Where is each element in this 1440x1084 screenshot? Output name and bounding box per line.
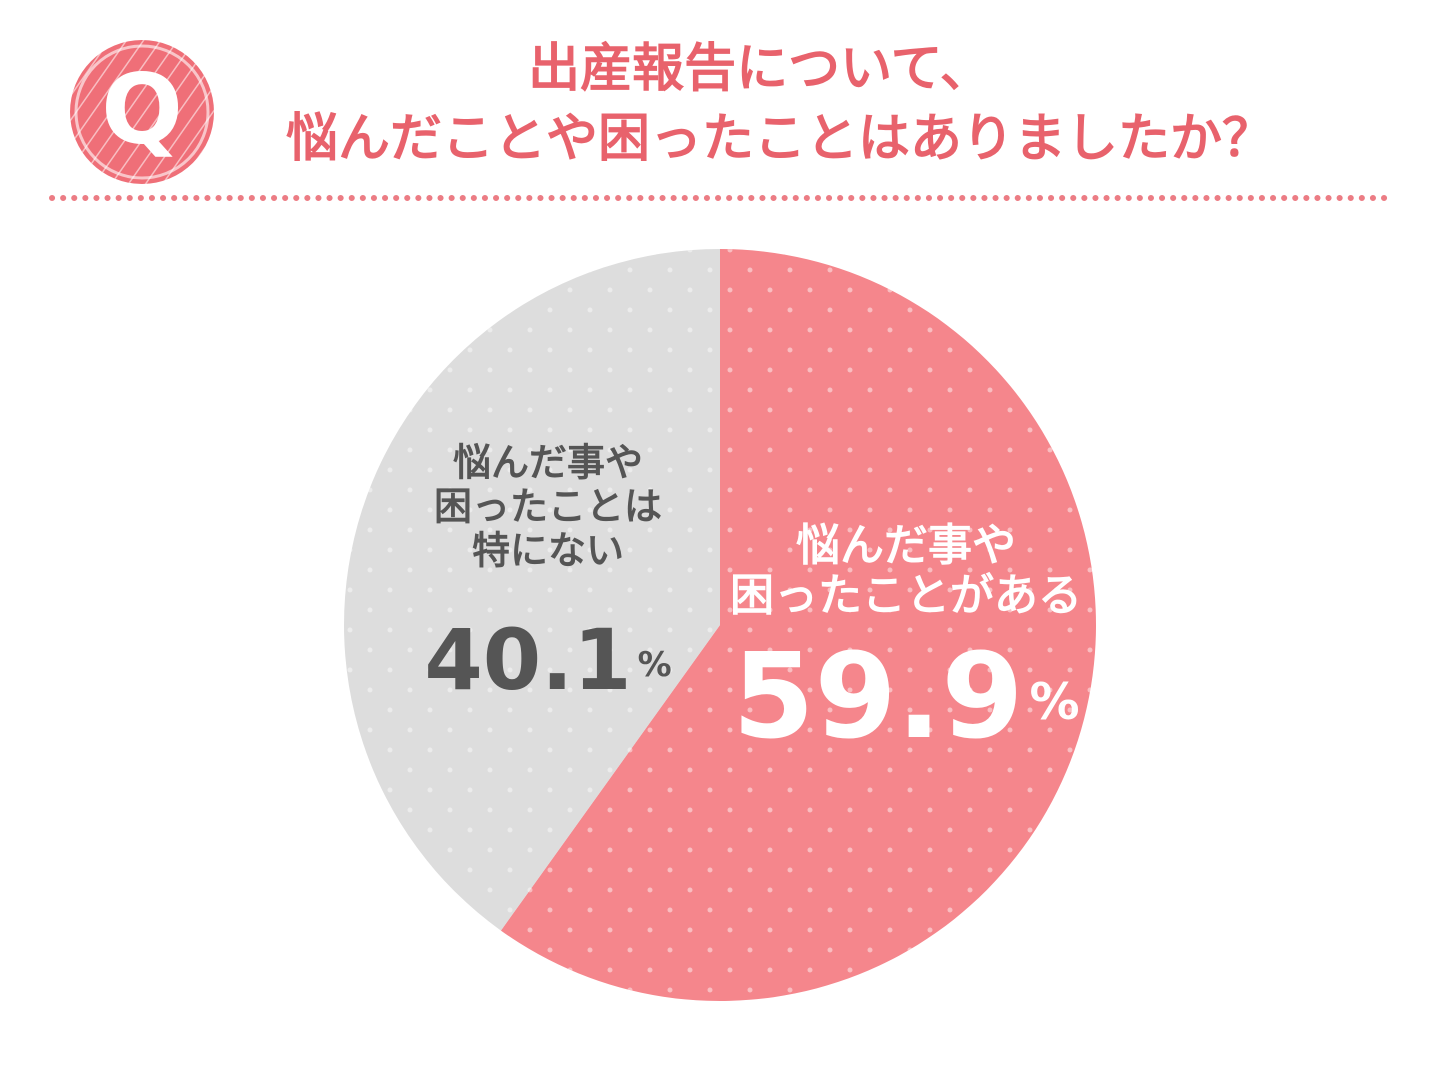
slice-label: 特にない <box>472 529 624 573</box>
q-ring <box>74 44 210 180</box>
slice-label: 悩んだ事や <box>796 520 1016 571</box>
value-unit: % <box>638 645 672 685</box>
title-line: 出産報告について、 <box>528 39 992 99</box>
pie <box>344 249 1096 1001</box>
slice-label: 困ったことは <box>434 485 662 529</box>
value-number: 40.1 <box>424 611 631 709</box>
q-icon: Q <box>70 40 214 184</box>
title-line: 悩んだことや困ったことはありましたか？ <box>286 109 1274 169</box>
slice-label: 悩んだ事や <box>453 441 643 485</box>
value-unit: % <box>1030 673 1080 731</box>
dot-texture <box>344 249 1096 1001</box>
q-letter: Q <box>101 53 183 165</box>
q-hatch <box>70 40 214 184</box>
value-label: 40.1% <box>424 611 671 709</box>
slice-label: 困ったことがある <box>730 570 1082 621</box>
value-number: 59.9 <box>732 627 1023 765</box>
value-label: 59.9% <box>732 627 1079 765</box>
